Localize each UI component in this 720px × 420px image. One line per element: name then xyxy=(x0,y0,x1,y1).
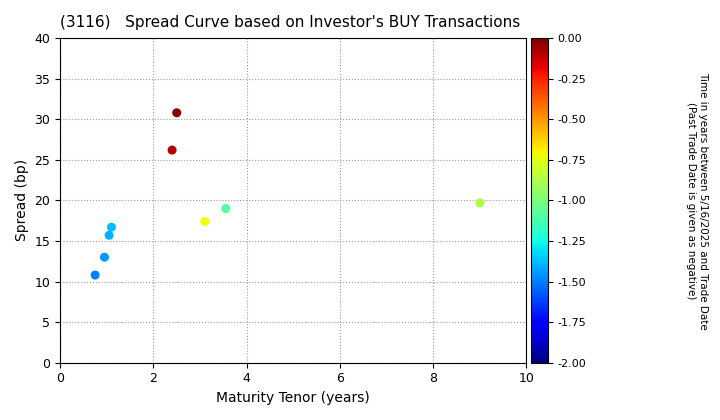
Y-axis label: Spread (bp): Spread (bp) xyxy=(15,159,29,242)
Point xyxy=(474,200,485,206)
Point xyxy=(199,218,210,225)
Point xyxy=(89,272,101,278)
Point xyxy=(99,254,110,260)
Y-axis label: Time in years between 5/16/2025 and Trade Date
(Past Trade Date is given as nega: Time in years between 5/16/2025 and Trad… xyxy=(686,71,708,329)
Point xyxy=(220,205,231,212)
Text: (3116)   Spread Curve based on Investor's BUY Transactions: (3116) Spread Curve based on Investor's … xyxy=(60,15,521,30)
Point xyxy=(104,232,115,239)
Point xyxy=(166,147,178,153)
Point xyxy=(106,224,117,231)
Point xyxy=(171,110,182,116)
X-axis label: Maturity Tenor (years): Maturity Tenor (years) xyxy=(217,391,370,405)
